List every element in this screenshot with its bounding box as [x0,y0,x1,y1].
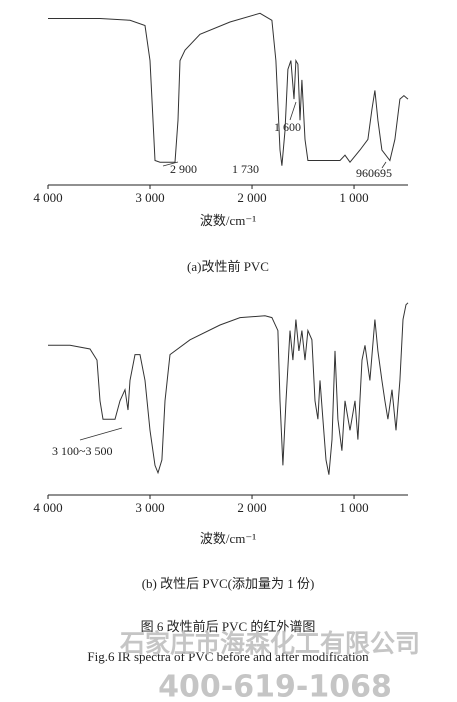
annotation-leader [162,161,179,167]
annotation-leader [289,101,297,121]
watermark-phone: 400-619-1068 [158,670,392,702]
spectrum-line [48,302,409,475]
chart-caption: (b) 改性后 PVC(添加量为 1 份) [142,576,315,591]
x-axis-label: 波数/cm⁻¹ [200,213,256,228]
watermark-company: 石家庄市海森化工有限公司 [119,629,420,658]
x-tick-label: 1 000 [339,500,368,515]
x-tick-label: 4 000 [33,500,62,515]
annotation: 960 [356,166,374,180]
spectrum-line [48,12,409,166]
annotation: 1 730 [232,162,259,176]
x-tick-label: 4 000 [33,190,62,205]
x-axis-label: 波数/cm⁻¹ [200,531,256,546]
annotation: 695 [374,166,392,180]
x-tick-label: 3 000 [135,500,164,515]
x-tick-label: 2 000 [237,500,266,515]
x-tick-label: 3 000 [135,190,164,205]
annotation-leader [79,427,123,441]
annotation: 2 900 [170,162,197,176]
caption-cn: 图 6 改性前后 PVC 的红外谱图 [141,619,316,634]
annotation: 3 100~3 500 [52,444,113,458]
x-tick-label: 2 000 [237,190,266,205]
chart-caption: (a)改性前 PVC [187,259,269,274]
annotation: 1 600 [274,120,301,134]
caption-en: Fig.6 IR spectra of PVC before and after… [87,649,369,664]
annotation-leader [381,161,387,169]
x-tick-label: 1 000 [339,190,368,205]
